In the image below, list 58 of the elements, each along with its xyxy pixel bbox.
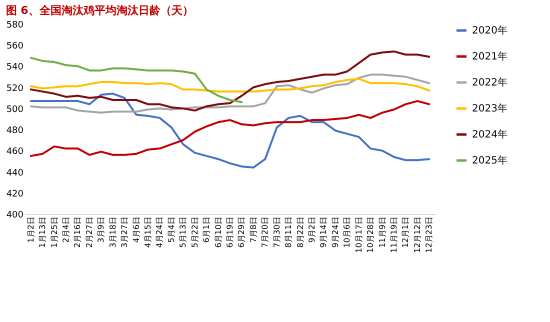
y-tick-label: 540	[6, 62, 24, 73]
line-series	[30, 50, 430, 112]
line-series	[30, 92, 430, 169]
y-tick-label: 440	[6, 168, 24, 178]
x-tick-label: 9月14日	[319, 216, 328, 248]
x-tick-label: 5月22日	[190, 216, 200, 248]
x-tick-label: 1月2日	[26, 216, 36, 243]
x-tick-label: 7月30日	[272, 216, 282, 248]
x-tick-label: 10月6日	[342, 216, 352, 248]
x-tick-label: 8月22日	[296, 216, 305, 248]
x-tick-label: 12月12日	[412, 216, 422, 253]
line-series	[30, 56, 243, 104]
x-tick-label: 6月19日	[226, 216, 234, 248]
x-tick-label: 11月9日	[378, 216, 387, 248]
line-series	[30, 74, 430, 114]
y-tick-label: 520	[6, 84, 24, 94]
chart-title: 图 6、全国淘汰鸡平均淘汰日龄（天）	[6, 4, 194, 17]
x-tick-label: 1月13日	[38, 216, 48, 248]
y-tick-label: 500	[6, 104, 24, 115]
x-tick-label: 12月23日	[424, 216, 434, 253]
y-tick-label: 460	[6, 147, 24, 158]
x-tick-label: 3月27日	[120, 216, 130, 248]
x-tick-label: 2月16日	[73, 216, 82, 248]
x-tick-label: 7月8日	[248, 216, 258, 243]
y-tick-label: 580	[6, 20, 24, 30]
x-tick-label: 7月20日	[260, 216, 270, 248]
x-tick-label: 1月25日	[50, 216, 59, 248]
y-tick-label: 480	[6, 126, 24, 136]
x-tick-label: 10月17日	[354, 216, 364, 253]
x-tick-label: 8月11日	[284, 216, 294, 248]
x-tick-label: 6月1日	[202, 216, 212, 243]
legend-label: 2021年	[472, 50, 508, 62]
legend-label: 2023年	[472, 102, 508, 114]
legend-label: 2024年	[472, 128, 508, 140]
x-tick-label: 5月13日	[178, 216, 188, 248]
y-tick-label: 420	[6, 189, 24, 200]
x-tick-label: 11月19日	[390, 216, 398, 253]
line-series	[30, 100, 430, 157]
x-tick-label: 2月27日	[84, 216, 94, 248]
x-tick-label: 2月4日	[62, 216, 70, 243]
y-tick-label: 560	[6, 42, 24, 52]
y-tick-label: 400	[6, 210, 24, 220]
x-tick-label: 6月10日	[214, 216, 223, 248]
x-tick-label: 10月28日	[366, 216, 376, 253]
x-tick-label: 6月29日	[237, 216, 246, 248]
x-tick-label: 5月4日	[166, 216, 176, 243]
x-tick-label: 3月18日	[108, 216, 118, 248]
x-tick-label: 4月24日	[155, 216, 164, 248]
legend-label: 2025年	[472, 154, 508, 166]
x-tick-label: 9月24日	[330, 216, 340, 248]
legend-label: 2020年	[472, 24, 508, 36]
x-tick-label: 3月9日	[96, 216, 106, 243]
line-series	[30, 78, 430, 93]
x-tick-label: 9月2日	[308, 216, 316, 243]
legend-label: 2022年	[472, 76, 508, 88]
x-tick-label: 4月6日	[132, 216, 141, 243]
x-tick-label: 4月15日	[144, 216, 152, 248]
x-tick-label: 12月1日	[401, 216, 410, 248]
